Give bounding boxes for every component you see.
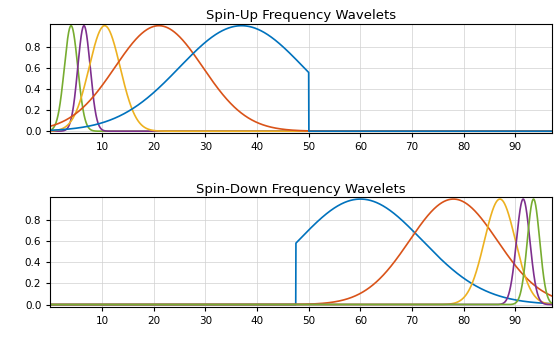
Title: Spin-Down Frequency Wavelets: Spin-Down Frequency Wavelets bbox=[196, 183, 406, 196]
Title: Spin-Up Frequency Wavelets: Spin-Up Frequency Wavelets bbox=[206, 9, 396, 23]
